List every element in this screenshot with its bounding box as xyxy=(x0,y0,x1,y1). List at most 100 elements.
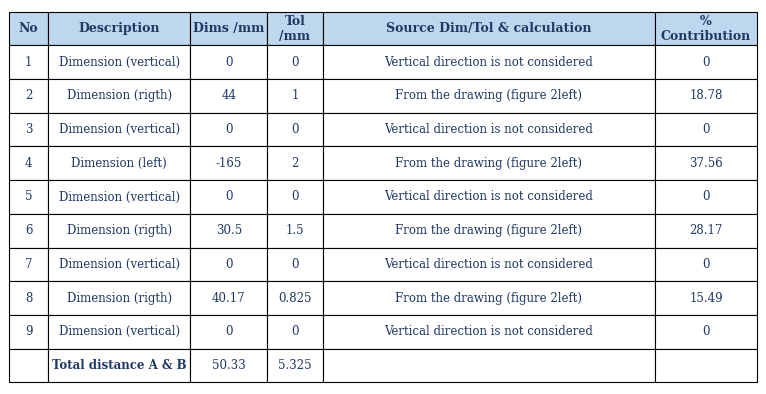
Bar xyxy=(190,45,267,79)
Text: 15.49: 15.49 xyxy=(689,292,723,305)
Text: Dimension (vertical): Dimension (vertical) xyxy=(59,56,180,69)
Bar xyxy=(190,247,267,281)
Text: 9: 9 xyxy=(25,325,32,338)
Text: Vertical direction is not considered: Vertical direction is not considered xyxy=(385,258,594,271)
Text: 3: 3 xyxy=(25,123,32,136)
Bar xyxy=(190,214,267,247)
Bar xyxy=(322,113,656,147)
Text: Dimension (vertical): Dimension (vertical) xyxy=(59,325,180,338)
Text: 0: 0 xyxy=(225,258,233,271)
Bar xyxy=(322,79,656,113)
Text: 0: 0 xyxy=(291,56,299,69)
Text: Dimension (vertical): Dimension (vertical) xyxy=(59,123,180,136)
Bar xyxy=(9,214,48,247)
Bar xyxy=(656,147,757,180)
Text: Dimension (rigth): Dimension (rigth) xyxy=(67,89,172,102)
Bar xyxy=(48,45,190,79)
Bar xyxy=(656,79,757,113)
Bar xyxy=(9,349,48,382)
Text: Dimension (left): Dimension (left) xyxy=(71,157,167,170)
Text: 0: 0 xyxy=(702,56,710,69)
Bar xyxy=(48,214,190,247)
Text: 0: 0 xyxy=(225,123,233,136)
Bar xyxy=(267,247,322,281)
Bar xyxy=(190,180,267,214)
Bar xyxy=(322,45,656,79)
Text: From the drawing (figure 2left): From the drawing (figure 2left) xyxy=(395,157,582,170)
Bar xyxy=(267,147,322,180)
Bar xyxy=(48,315,190,349)
Text: 2: 2 xyxy=(291,157,299,170)
Text: 0: 0 xyxy=(291,258,299,271)
Text: 30.5: 30.5 xyxy=(216,224,242,237)
Text: No: No xyxy=(19,22,38,35)
Bar xyxy=(9,79,48,113)
Text: 0: 0 xyxy=(291,191,299,203)
Bar xyxy=(267,349,322,382)
Bar xyxy=(322,349,656,382)
Bar xyxy=(190,147,267,180)
Bar xyxy=(267,79,322,113)
Bar xyxy=(9,45,48,79)
Text: 44: 44 xyxy=(221,89,236,102)
Text: From the drawing (figure 2left): From the drawing (figure 2left) xyxy=(395,89,582,102)
Text: 2: 2 xyxy=(25,89,32,102)
Text: 5.325: 5.325 xyxy=(278,359,312,372)
Bar xyxy=(48,247,190,281)
Bar xyxy=(656,349,757,382)
Text: 28.17: 28.17 xyxy=(689,224,723,237)
Text: 0: 0 xyxy=(702,123,710,136)
Text: 1.5: 1.5 xyxy=(286,224,304,237)
Text: %
Contribution: % Contribution xyxy=(661,15,751,43)
Text: 18.78: 18.78 xyxy=(689,89,723,102)
Bar xyxy=(656,45,757,79)
Text: Dimension (vertical): Dimension (vertical) xyxy=(59,258,180,271)
Bar xyxy=(322,147,656,180)
Bar xyxy=(48,349,190,382)
Bar xyxy=(190,79,267,113)
Text: 7: 7 xyxy=(25,258,32,271)
Bar xyxy=(322,281,656,315)
Text: 5: 5 xyxy=(25,191,32,203)
Bar xyxy=(656,113,757,147)
Bar xyxy=(190,349,267,382)
Bar xyxy=(48,180,190,214)
Text: Total distance A & B: Total distance A & B xyxy=(52,359,186,372)
Bar xyxy=(9,147,48,180)
Bar xyxy=(656,214,757,247)
Text: Dimension (vertical): Dimension (vertical) xyxy=(59,191,180,203)
Bar xyxy=(656,247,757,281)
Bar xyxy=(267,12,322,45)
Bar xyxy=(656,180,757,214)
Bar xyxy=(656,315,757,349)
Bar xyxy=(267,214,322,247)
Bar xyxy=(48,281,190,315)
Bar xyxy=(267,45,322,79)
Bar xyxy=(656,12,757,45)
Text: 37.56: 37.56 xyxy=(689,157,723,170)
Bar xyxy=(48,12,190,45)
Bar xyxy=(190,281,267,315)
Text: From the drawing (figure 2left): From the drawing (figure 2left) xyxy=(395,292,582,305)
Bar xyxy=(267,180,322,214)
Text: 0: 0 xyxy=(225,325,233,338)
Bar xyxy=(267,281,322,315)
Text: Vertical direction is not considered: Vertical direction is not considered xyxy=(385,325,594,338)
Bar xyxy=(190,113,267,147)
Bar xyxy=(267,113,322,147)
Text: Dims /mm: Dims /mm xyxy=(193,22,264,35)
Text: 50.33: 50.33 xyxy=(212,359,246,372)
Bar xyxy=(322,315,656,349)
Bar xyxy=(9,315,48,349)
Text: 40.17: 40.17 xyxy=(212,292,246,305)
Text: 0: 0 xyxy=(225,191,233,203)
Bar xyxy=(9,113,48,147)
Text: 0: 0 xyxy=(702,191,710,203)
Text: Tol
/mm: Tol /mm xyxy=(280,15,310,43)
Bar xyxy=(322,180,656,214)
Bar xyxy=(190,12,267,45)
Text: Dimension (rigth): Dimension (rigth) xyxy=(67,292,172,305)
Text: 1: 1 xyxy=(25,56,32,69)
Text: Dimension (rigth): Dimension (rigth) xyxy=(67,224,172,237)
Text: Vertical direction is not considered: Vertical direction is not considered xyxy=(385,191,594,203)
